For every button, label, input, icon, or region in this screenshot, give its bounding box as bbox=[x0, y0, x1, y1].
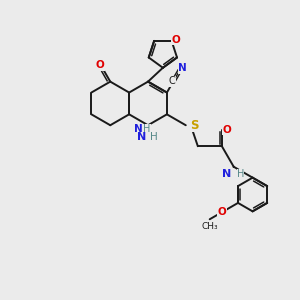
Text: S: S bbox=[190, 119, 198, 132]
Text: N: N bbox=[178, 63, 187, 73]
Text: O: O bbox=[218, 207, 226, 217]
Text: N: N bbox=[134, 124, 143, 134]
Text: N: N bbox=[223, 169, 232, 179]
Text: O: O bbox=[171, 35, 180, 45]
Text: H: H bbox=[237, 169, 244, 179]
Text: CH₃: CH₃ bbox=[201, 222, 218, 231]
Text: N: N bbox=[137, 132, 146, 142]
Text: H: H bbox=[150, 132, 158, 142]
Text: C: C bbox=[169, 76, 175, 86]
Text: O: O bbox=[222, 124, 231, 135]
Text: O: O bbox=[95, 61, 104, 70]
Text: H: H bbox=[143, 124, 150, 134]
